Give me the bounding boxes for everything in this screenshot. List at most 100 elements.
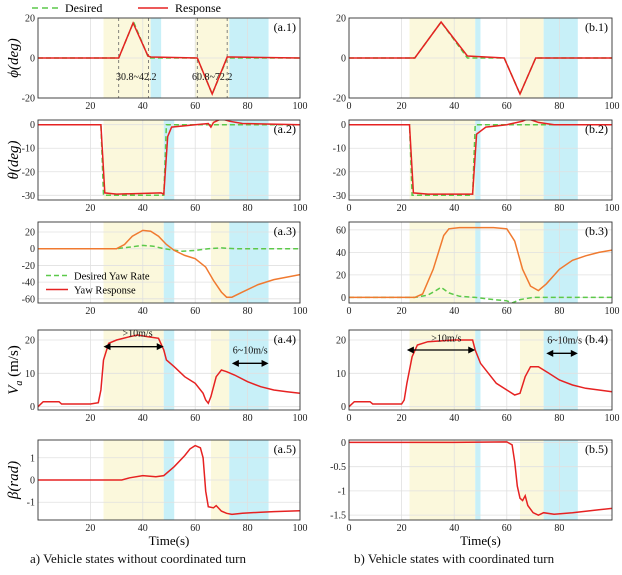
y-tick-label: 0 bbox=[30, 244, 35, 255]
x-axis-label: Time(s) bbox=[149, 533, 190, 548]
x-tick-label: 20 bbox=[397, 203, 407, 214]
x-tick-label: 20 bbox=[85, 413, 95, 424]
x-tick-label: 40 bbox=[449, 413, 459, 424]
legend-response-label: Response bbox=[175, 1, 221, 15]
y-tick-label: 20 bbox=[25, 228, 35, 239]
arrow-head-right bbox=[261, 359, 269, 367]
x-tick-label: 100 bbox=[605, 203, 620, 214]
inplot-legend-label: Yaw Response bbox=[74, 285, 136, 296]
x-tick-label: 40 bbox=[449, 523, 459, 534]
y-tick-label: 40 bbox=[336, 248, 346, 259]
y-axis-label: ϕ(deg) bbox=[6, 38, 22, 77]
y-tick-label: 20 bbox=[25, 336, 35, 347]
subplot-tag: (b.1) bbox=[585, 20, 608, 34]
x-tick-label: 60 bbox=[502, 523, 512, 534]
arrow-head-left bbox=[103, 343, 111, 351]
series-group bbox=[38, 334, 300, 408]
series-line-response bbox=[38, 120, 300, 196]
series-group bbox=[349, 20, 612, 96]
series-group bbox=[38, 20, 300, 96]
y-tick-label: -10 bbox=[22, 144, 35, 155]
shade-cyan-0 bbox=[163, 222, 175, 303]
shade-yellow-1 bbox=[519, 330, 544, 410]
x-tick-label: 80 bbox=[554, 413, 564, 424]
plot-frame bbox=[348, 119, 613, 201]
x-axis-label: Time(s) bbox=[460, 533, 501, 548]
subplot-a1: 20 40 60 80 100 -20 0 20 30.8~42.2 60.8~72.2 (a.1)… bbox=[6, 14, 308, 113]
y-tick-label: -20 bbox=[333, 167, 346, 178]
plot-frame bbox=[348, 329, 613, 411]
x-tick-label: 100 bbox=[293, 306, 308, 317]
y-tick-label: 20 bbox=[336, 270, 346, 281]
x-tick-label: 20 bbox=[397, 306, 407, 317]
x-tick-label: 80 bbox=[554, 523, 564, 534]
series-group bbox=[349, 441, 612, 517]
x-tick-label: 40 bbox=[449, 306, 459, 317]
shade-yellow-1 bbox=[210, 330, 230, 410]
x-tick-label: 60 bbox=[502, 101, 512, 112]
series-group bbox=[38, 120, 300, 197]
series-line-response bbox=[349, 20, 612, 96]
x-tick-label: 100 bbox=[605, 413, 620, 424]
shade-cyan-1 bbox=[229, 120, 269, 200]
shade-cyan-0 bbox=[163, 120, 175, 200]
x-tick-label: 40 bbox=[449, 203, 459, 214]
shade-cyan-0 bbox=[163, 330, 175, 410]
shade-cyan-1 bbox=[543, 440, 578, 520]
series-line-response bbox=[38, 444, 300, 516]
inplot-legend-label: Desired Yaw Rate bbox=[74, 271, 150, 282]
subplot-tag: (a.1) bbox=[274, 20, 296, 34]
caption-left: a) Vehicle states without coordinated tu… bbox=[30, 551, 247, 566]
shade-yellow-0 bbox=[409, 120, 476, 200]
y-tick-label: 0 bbox=[341, 438, 346, 449]
subplot-a3: 20 40 60 80 100 -60 -40 -20 0 20 (a.3) Desired Yaw … bbox=[22, 221, 308, 317]
y-tick-label: -40 bbox=[22, 278, 35, 289]
y-tick-label: 0 bbox=[341, 402, 346, 413]
plot-frame bbox=[37, 119, 301, 201]
x-tick-label: 0 bbox=[347, 413, 352, 424]
subplot-a5: 20 40 60 80 100 -1 0 1 (a.5) β(rad) Time(s) bbox=[6, 439, 308, 548]
x-tick-label: 60 bbox=[502, 306, 512, 317]
y-tick-label: -1 bbox=[338, 486, 346, 497]
y-tick-label: 20 bbox=[336, 14, 346, 25]
subplot-a2: 20 40 60 80 100 -30 -20 -10 0 (a.2) θ(deg) bbox=[6, 119, 308, 214]
x-tick-label: 20 bbox=[85, 523, 95, 534]
plot-frame bbox=[348, 221, 613, 304]
y-tick-label: 20 bbox=[336, 336, 346, 347]
arrow-head-left bbox=[546, 349, 554, 357]
series-line-yaw-response bbox=[38, 229, 300, 298]
x-tick-label: 60 bbox=[190, 203, 200, 214]
shade-yellow-1 bbox=[519, 222, 544, 303]
plot-frame bbox=[348, 17, 613, 99]
plot-frame bbox=[37, 221, 301, 304]
annotation-text: 6~10m/s bbox=[233, 345, 268, 356]
plot-frame bbox=[37, 439, 301, 521]
subplot-tag: (b.4) bbox=[585, 332, 608, 346]
y-tick-label: -30 bbox=[22, 191, 35, 202]
y-tick-label: -20 bbox=[22, 261, 35, 272]
series-line-yaw-response bbox=[349, 226, 612, 299]
y-tick-label: 0 bbox=[30, 120, 35, 131]
y-tick-label: 0 bbox=[341, 54, 346, 65]
plot-frame bbox=[37, 17, 301, 99]
x-tick-label: 20 bbox=[397, 413, 407, 424]
x-tick-label: 40 bbox=[138, 101, 148, 112]
x-tick-label: 0 bbox=[347, 101, 352, 112]
x-tick-label: 60 bbox=[190, 101, 200, 112]
y-tick-label: -60 bbox=[22, 294, 35, 305]
arrow-head-right bbox=[468, 346, 476, 354]
arrow-head-right bbox=[156, 343, 164, 351]
shade-cyan-0 bbox=[475, 330, 481, 410]
y-label-subscript: a bbox=[14, 381, 25, 386]
y-tick-label: -20 bbox=[22, 94, 35, 105]
y-tick-label: -20 bbox=[22, 167, 35, 178]
subplot-tag: (a.4) bbox=[274, 332, 296, 346]
x-tick-label: 0 bbox=[347, 203, 352, 214]
annotation-text: >10m/s bbox=[431, 334, 461, 345]
x-tick-label: 60 bbox=[190, 306, 200, 317]
x-tick-label: 80 bbox=[554, 101, 564, 112]
shade-cyan-1 bbox=[543, 222, 578, 303]
x-tick-label: 20 bbox=[85, 101, 95, 112]
x-tick-label: 40 bbox=[138, 413, 148, 424]
